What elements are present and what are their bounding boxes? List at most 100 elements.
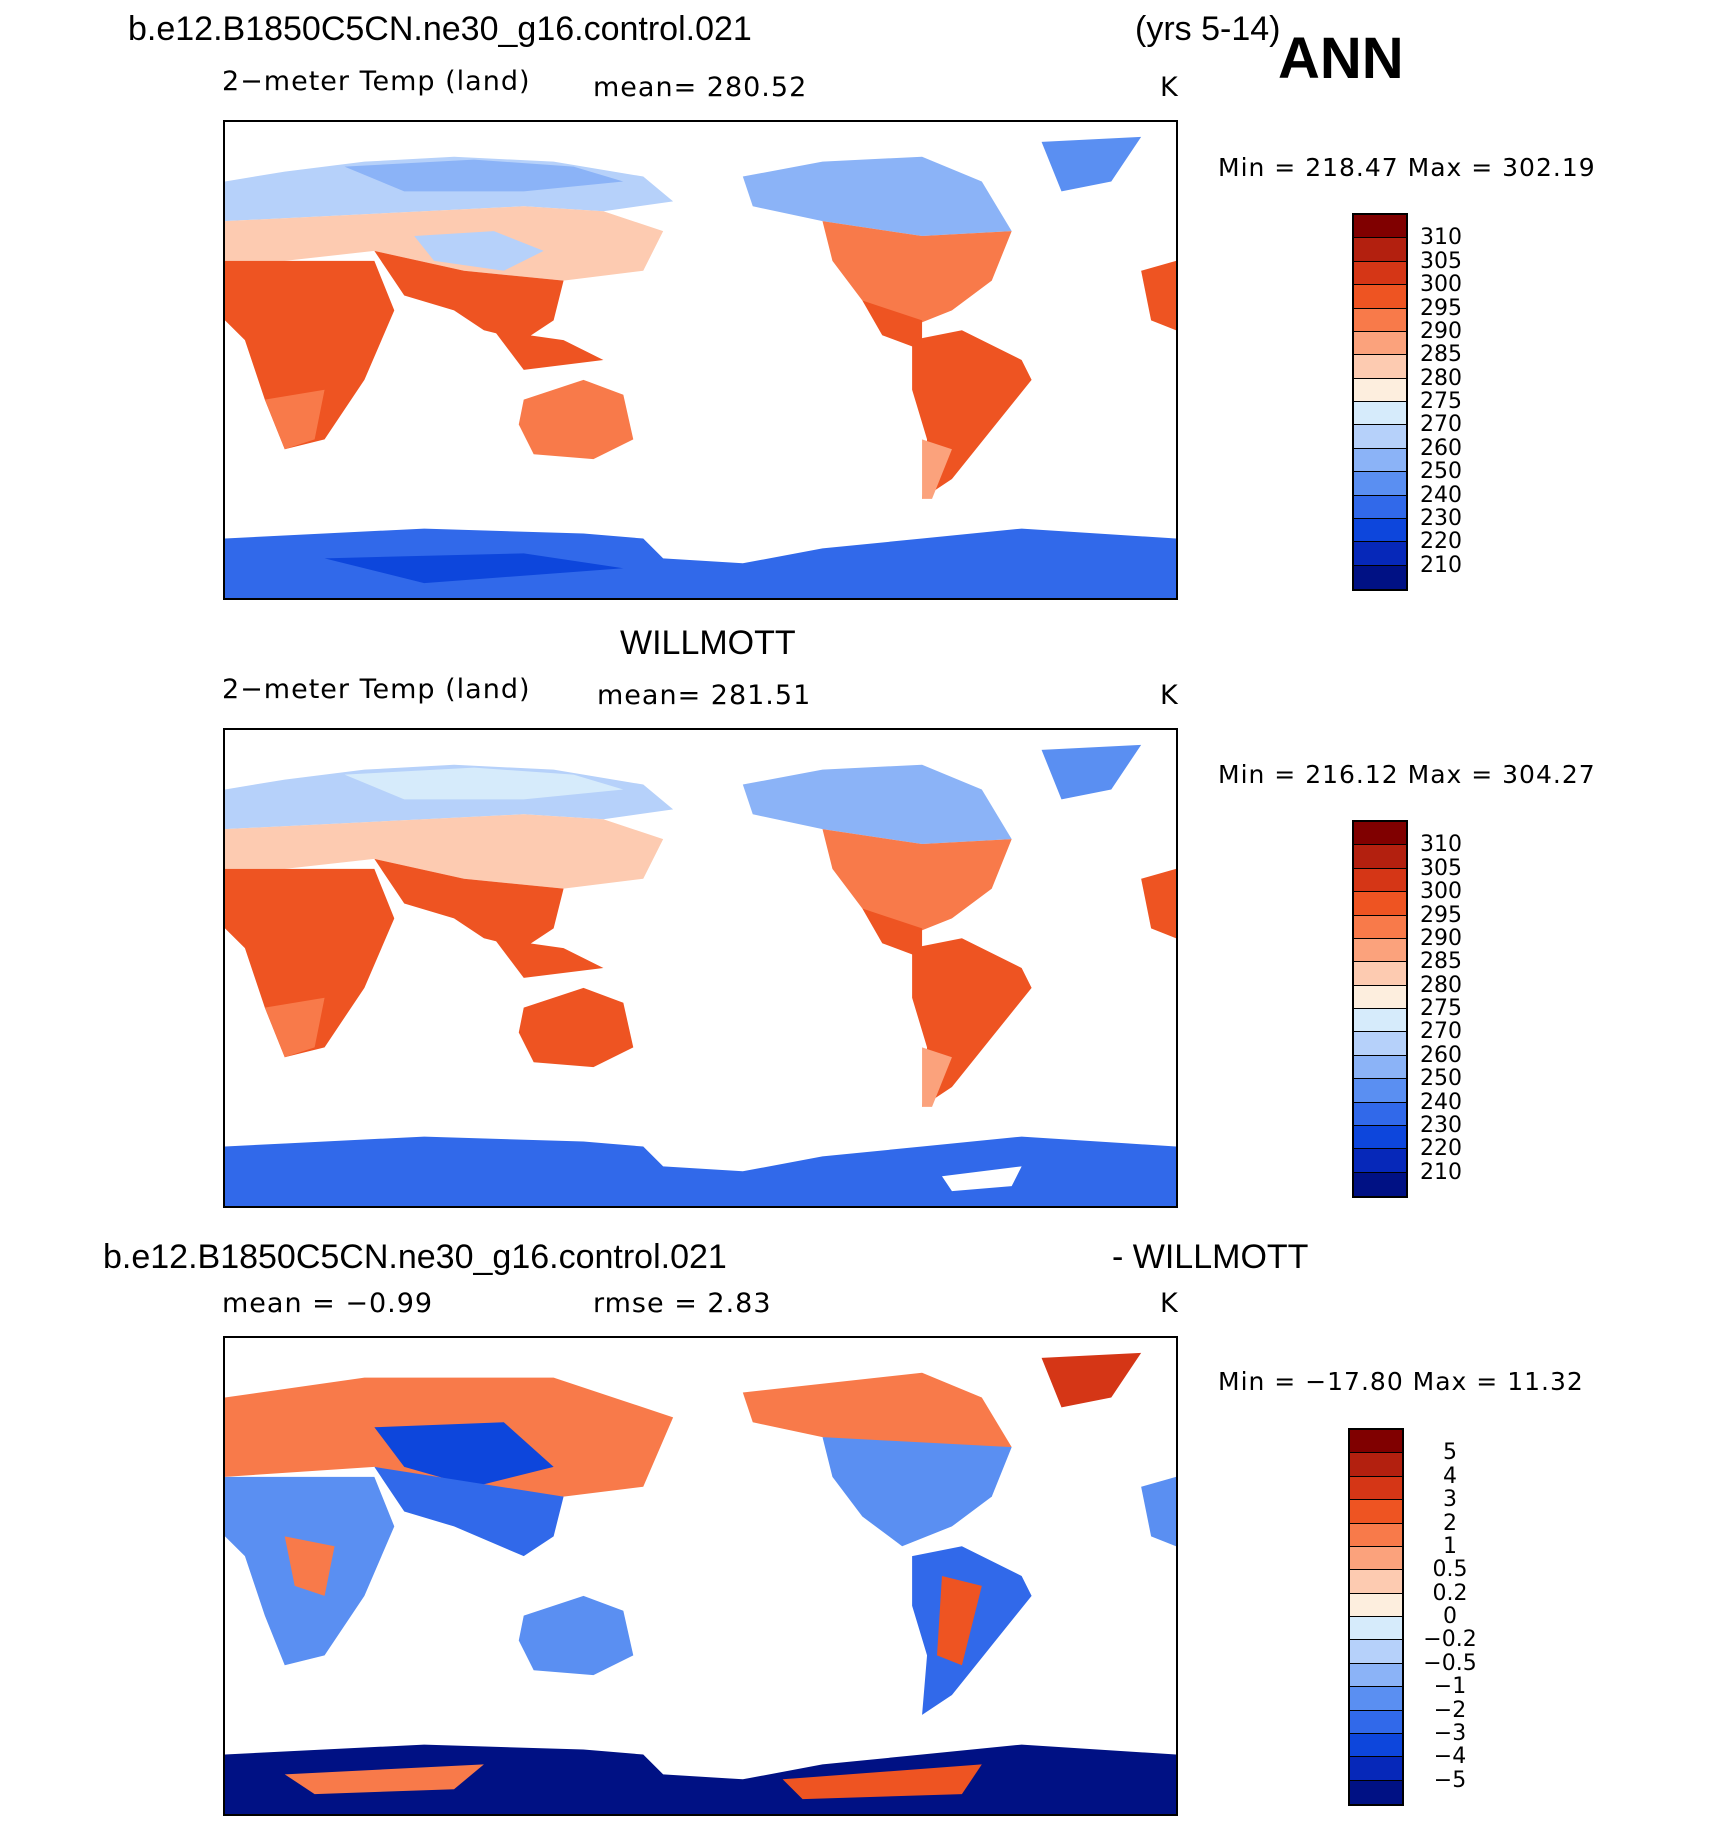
colorbar-tick-label: 230 (1420, 1112, 1462, 1138)
colorbar-tick-label: 240 (1420, 482, 1462, 508)
colorbar-swatch (1350, 1453, 1402, 1477)
colorbar-swatch (1350, 1570, 1402, 1594)
panel1-units-label: K (1160, 72, 1179, 103)
colorbar-tick-label: −4 (1433, 1744, 1467, 1770)
colorbar-swatch (1354, 868, 1406, 893)
panel1-variable-label: 2−meter Temp (land) (222, 66, 531, 97)
colorbar-swatch (1350, 1523, 1402, 1547)
colorbar-tick-label: 250 (1420, 459, 1462, 485)
colorbar-tick-label: 290 (1420, 925, 1462, 951)
colorbar-tick-label: −3 (1433, 1720, 1467, 1746)
colorbar-swatch (1354, 448, 1406, 473)
colorbar-swatch (1354, 261, 1406, 286)
colorbar-tick-label: 250 (1420, 1066, 1462, 1092)
colorbar-tick-label: 260 (1420, 1042, 1462, 1068)
colorbar-swatch (1350, 1640, 1402, 1664)
colorbar-tick-label: 260 (1420, 435, 1462, 461)
colorbar-tick-label: −5 (1433, 1767, 1467, 1793)
colorbar-tick-label: 5 (1443, 1440, 1457, 1466)
colorbar-tick-label: 0.5 (1432, 1557, 1468, 1583)
panel3-mean-label: mean = −0.99 (222, 1288, 434, 1319)
panel1-model-map (223, 120, 1178, 600)
panel3-map-canvas (225, 1352, 1176, 1814)
panel1-minmax: Min = 218.47 Max = 302.19 (1218, 153, 1596, 182)
colorbar-tick-label: 270 (1420, 412, 1462, 438)
colorbar-swatch (1354, 1172, 1406, 1196)
colorbar-swatch (1350, 1780, 1402, 1804)
colorbar-tick-label: −2 (1433, 1697, 1467, 1723)
colorbar-swatch (1354, 892, 1406, 916)
panel2-units-label: K (1160, 680, 1179, 711)
colorbar-swatch (1350, 1687, 1402, 1711)
panel1-colorbar (1352, 213, 1408, 591)
season-label: ANN (1278, 26, 1404, 91)
colorbar-swatch (1354, 308, 1406, 332)
colorbar-tick-label: 230 (1420, 505, 1462, 531)
panel2-map-canvas (225, 744, 1176, 1206)
colorbar-swatch (1354, 378, 1406, 402)
colorbar-swatch (1354, 1055, 1406, 1080)
colorbar-tick-label: 0.2 (1432, 1580, 1468, 1606)
colorbar-swatch (1354, 985, 1406, 1009)
panel2-variable-label: 2−meter Temp (land) (222, 674, 531, 705)
panel2-colorbar (1352, 820, 1408, 1198)
colorbar-tick-label: 295 (1420, 295, 1462, 321)
colorbar-tick-label: 4 (1443, 1463, 1457, 1489)
colorbar-swatch (1354, 518, 1406, 543)
colorbar-tick-label: 285 (1420, 342, 1462, 368)
colorbar-tick-label: 285 (1420, 949, 1462, 975)
years-label: (yrs 5-14) (1135, 10, 1281, 48)
colorbar-tick-label: 305 (1420, 855, 1462, 881)
colorbar-swatch (1354, 285, 1406, 309)
panel3-heading-right: - WILLMOTT (1112, 1238, 1309, 1276)
colorbar-swatch (1354, 1125, 1406, 1150)
colorbar-tick-label: 310 (1420, 225, 1462, 251)
panel2-mean-label: mean= 281.51 (597, 680, 812, 711)
colorbar-tick-label: 300 (1420, 879, 1462, 905)
colorbar-swatch (1354, 938, 1406, 963)
colorbar-swatch (1354, 915, 1406, 939)
colorbar-swatch (1354, 355, 1406, 379)
colorbar-tick-label: 1 (1443, 1533, 1457, 1559)
colorbar-tick-label: −1 (1433, 1674, 1467, 1700)
colorbar-swatch (1350, 1476, 1402, 1501)
colorbar-swatch (1354, 1102, 1406, 1126)
colorbar-tick-label: 280 (1420, 972, 1462, 998)
panel3-difference-map (223, 1336, 1178, 1816)
panel1-mean-label: mean= 280.52 (593, 72, 808, 103)
colorbar-tick-label: 220 (1420, 529, 1462, 555)
colorbar-swatch (1354, 215, 1406, 239)
colorbar-swatch (1350, 1546, 1402, 1571)
colorbar-swatch (1350, 1500, 1402, 1524)
colorbar-tick-label: 280 (1420, 365, 1462, 391)
colorbar-tick-label: −0.2 (1423, 1627, 1477, 1653)
colorbar-tick-label: 310 (1420, 832, 1462, 858)
colorbar-swatch (1354, 565, 1406, 589)
colorbar-tick-label: 270 (1420, 1019, 1462, 1045)
panel2-heading: WILLMOTT (620, 624, 796, 662)
colorbar-tick-label: 295 (1420, 902, 1462, 928)
colorbar-tick-label: 305 (1420, 248, 1462, 274)
colorbar-swatch (1350, 1593, 1402, 1617)
panel3-units-label: K (1160, 1288, 1179, 1319)
colorbar-swatch (1350, 1757, 1402, 1781)
colorbar-swatch (1354, 238, 1406, 262)
colorbar-swatch (1354, 822, 1406, 846)
colorbar-tick-label: 275 (1420, 389, 1462, 414)
colorbar-tick-label: 210 (1420, 1159, 1462, 1185)
colorbar-swatch (1354, 425, 1406, 449)
colorbar-swatch (1354, 1009, 1406, 1033)
colorbar-swatch (1354, 1149, 1406, 1173)
colorbar-tick-label: 290 (1420, 318, 1462, 344)
colorbar-tick-label: −0.5 (1423, 1650, 1477, 1676)
colorbar-tick-label: 220 (1420, 1136, 1462, 1162)
colorbar-tick-label: 210 (1420, 552, 1462, 578)
colorbar-tick-label: 0 (1443, 1604, 1457, 1629)
colorbar-tick-label: 240 (1420, 1089, 1462, 1115)
panel3-rmse-label: rmse = 2.83 (593, 1288, 772, 1319)
colorbar-swatch (1354, 1079, 1406, 1103)
colorbar-swatch (1354, 962, 1406, 986)
panel3-minmax: Min = −17.80 Max = 11.32 (1218, 1367, 1584, 1396)
colorbar-swatch (1350, 1663, 1402, 1688)
colorbar-swatch (1350, 1733, 1402, 1758)
